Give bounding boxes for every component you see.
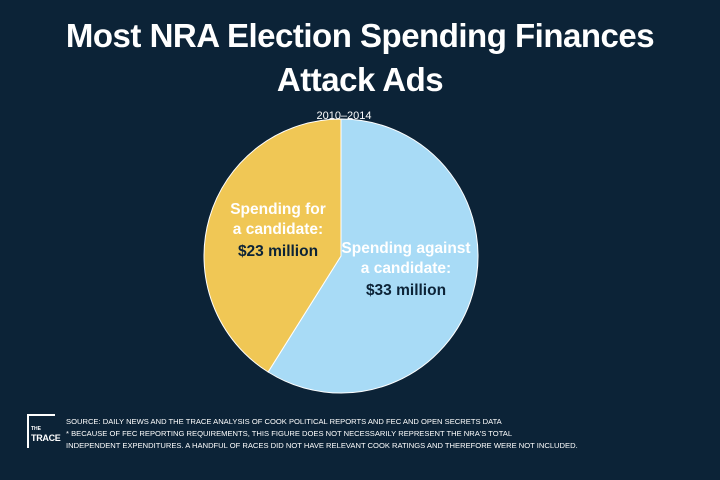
slice-label-against-line-1: Spending against xyxy=(341,240,471,257)
footnote-line-1: * BECAUSE OF FEC REPORTING REQUIREMENTS,… xyxy=(66,429,513,438)
slice-label-against-line-2: a candidate: xyxy=(360,260,452,277)
slice-against xyxy=(267,118,479,394)
slice-for xyxy=(203,118,342,373)
the-trace-logo: THE TRACE xyxy=(27,414,61,448)
source-note: SOURCE: DAILY NEWS AND THE TRACE ANALYSI… xyxy=(66,417,502,426)
chart-title: Most NRA Election Spending Finances Atta… xyxy=(0,14,720,102)
slice-value-against: $33 million xyxy=(365,282,447,299)
slice-label-for-line-1: Spending for xyxy=(230,201,326,218)
chart-title-line-2: Attack Ads xyxy=(276,61,444,98)
slice-label-for: Spending for a candidate: $23 million xyxy=(203,200,353,262)
chart-title-line-1: Most NRA Election Spending Finances xyxy=(65,17,655,54)
footer-notes: SOURCE: DAILY NEWS AND THE TRACE ANALYSI… xyxy=(66,416,706,452)
logo-the-text: THE xyxy=(31,426,41,432)
slice-label-for-line-2: a candidate: xyxy=(232,221,324,238)
slice-value-for: $23 million xyxy=(237,243,319,260)
slice-label-against: Spending against a candidate: $33 millio… xyxy=(330,239,482,301)
footnote-line-2: INDEPENDENT EXPENDITURES. A HANDFUL OF R… xyxy=(66,441,578,450)
logo-trace-text: TRACE xyxy=(31,433,61,443)
